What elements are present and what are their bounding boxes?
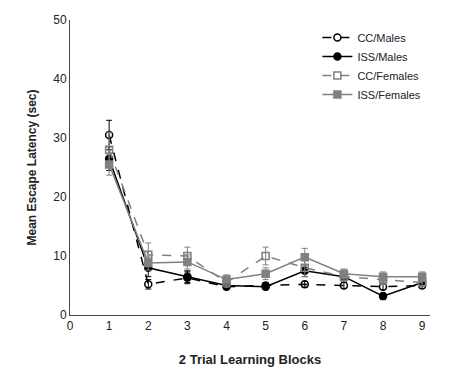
svg-text:0: 0 (67, 319, 74, 333)
svg-text:6: 6 (301, 319, 308, 333)
svg-text:3: 3 (184, 319, 191, 333)
svg-text:2: 2 (145, 319, 152, 333)
svg-text:10: 10 (53, 249, 67, 263)
svg-text:ISS/Females: ISS/Females (357, 89, 420, 101)
svg-text:40: 40 (53, 72, 67, 86)
svg-text:CC/Females: CC/Females (357, 70, 419, 82)
svg-text:50: 50 (53, 13, 67, 27)
svg-text:9: 9 (419, 319, 426, 333)
svg-text:Mean Escape Latency (sec): Mean Escape Latency (sec) (25, 89, 39, 245)
svg-text:30: 30 (53, 131, 67, 145)
svg-text:20: 20 (53, 190, 67, 204)
svg-text:CC/Males: CC/Males (357, 32, 406, 44)
svg-text:7: 7 (341, 319, 348, 333)
svg-text:2 Trial Learning Blocks: 2 Trial Learning Blocks (179, 352, 321, 367)
svg-text:5: 5 (262, 319, 269, 333)
svg-text:8: 8 (380, 319, 387, 333)
svg-text:0: 0 (60, 308, 67, 322)
svg-text:4: 4 (223, 319, 230, 333)
svg-text:1: 1 (106, 319, 113, 333)
svg-text:ISS/Males: ISS/Males (357, 51, 408, 63)
